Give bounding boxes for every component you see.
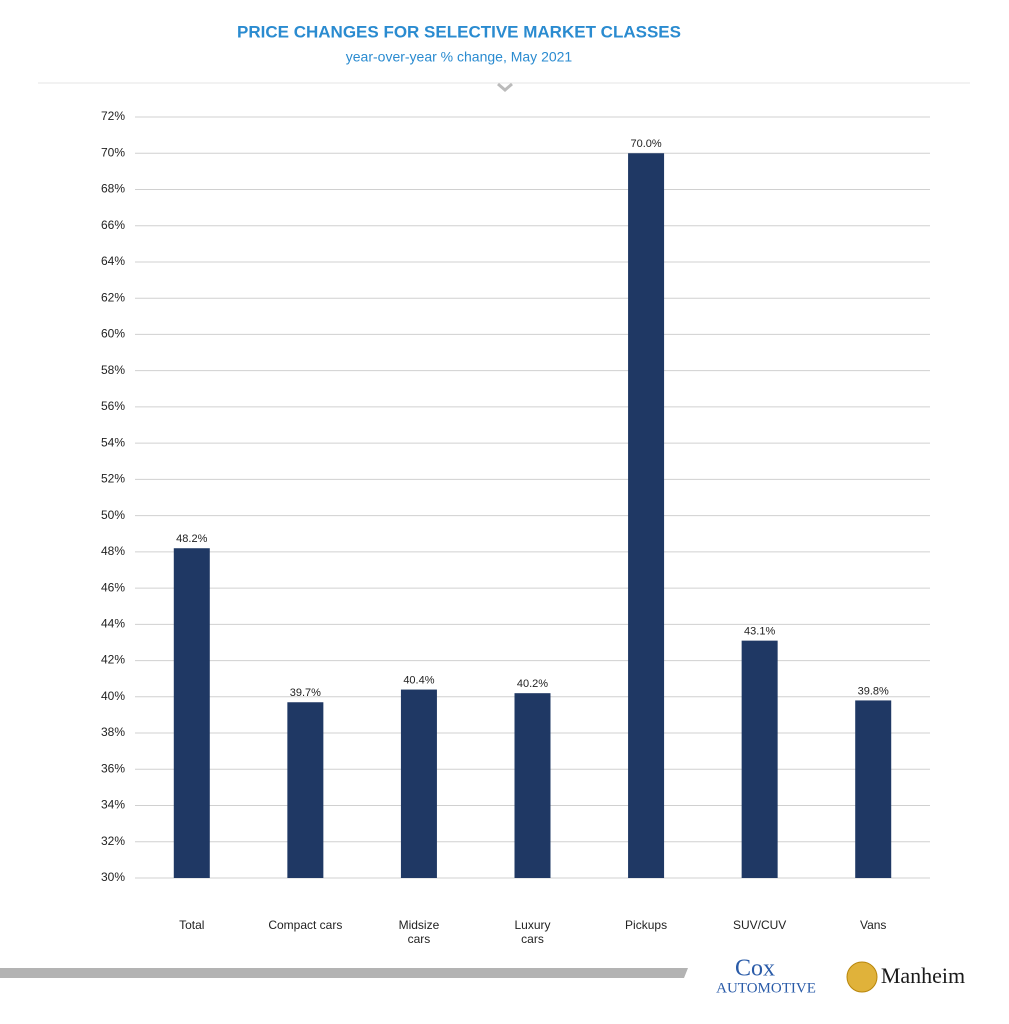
y-tick-label: 32% xyxy=(101,834,125,848)
y-tick-label: 54% xyxy=(101,435,125,449)
y-tick-label: 40% xyxy=(101,689,125,703)
bar xyxy=(173,548,210,878)
bar xyxy=(287,702,324,878)
y-tick-label: 66% xyxy=(101,218,125,232)
y-tick-label: 50% xyxy=(101,508,125,522)
y-tick-label: 68% xyxy=(101,182,125,196)
bar xyxy=(855,700,892,878)
y-tick-label: 42% xyxy=(101,653,125,667)
cox-logo: Cox xyxy=(735,956,775,982)
chevron xyxy=(497,82,513,92)
footer-bar xyxy=(0,968,688,978)
x-tick-label: Compact cars xyxy=(268,918,343,932)
automotive-logo: AUTOMOTIVE xyxy=(716,980,816,996)
x-tick-label: Vans xyxy=(859,918,887,932)
data-label: 40.2% xyxy=(517,678,548,690)
y-tick-label: 70% xyxy=(101,145,125,159)
y-tick-label: 38% xyxy=(101,725,125,739)
chart-title: PRICE CHANGES FOR SELECTIVE MARKET CLASS… xyxy=(237,22,681,41)
data-label: 39.7% xyxy=(290,687,321,699)
y-tick-label: 58% xyxy=(101,363,125,377)
data-label: 40.4% xyxy=(403,674,434,686)
bar xyxy=(400,689,437,878)
x-tick-label: SUV/CUV xyxy=(732,918,787,932)
y-tick-label: 56% xyxy=(101,399,125,413)
bar xyxy=(741,640,778,878)
y-tick-label: 62% xyxy=(101,290,125,304)
y-tick-label: 34% xyxy=(101,798,125,812)
y-tick-label: 64% xyxy=(101,254,125,268)
x-tick-label: Midsize cars xyxy=(398,918,440,946)
y-tick-label: 60% xyxy=(101,327,125,341)
data-label: 39.8% xyxy=(858,685,889,697)
data-label: 48.2% xyxy=(176,533,207,545)
y-tick-label: 36% xyxy=(101,761,125,775)
y-tick-label: 30% xyxy=(101,870,125,884)
y-tick-label: 44% xyxy=(101,617,125,631)
manheim-logo: Manheim xyxy=(881,963,965,988)
bar xyxy=(628,153,665,878)
bar xyxy=(514,693,551,878)
y-tick-label: 52% xyxy=(101,472,125,486)
x-tick-label: Luxury cars xyxy=(514,918,551,946)
y-tick-label: 48% xyxy=(101,544,125,558)
manheim-icon xyxy=(846,961,878,993)
x-tick-label: Total xyxy=(179,918,205,932)
x-tick-label: Pickups xyxy=(625,918,668,932)
y-tick-label: 72% xyxy=(101,109,125,123)
chart-subtitle: year-over-year % change, May 2021 xyxy=(346,49,573,65)
y-tick-label: 46% xyxy=(101,580,125,594)
data-label: 70.0% xyxy=(630,138,661,150)
data-label: 43.1% xyxy=(744,626,775,638)
